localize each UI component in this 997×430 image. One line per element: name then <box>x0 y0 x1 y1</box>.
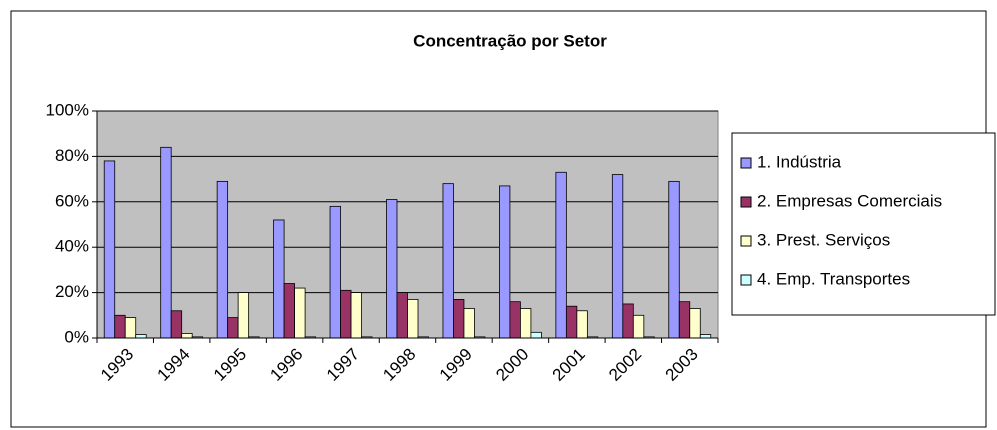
chart-title: Concentração por Setor <box>413 31 607 50</box>
bar <box>396 292 408 339</box>
bar <box>283 283 295 339</box>
bar <box>114 314 126 339</box>
bar <box>611 174 624 339</box>
bar <box>576 310 588 339</box>
legend-swatch <box>740 196 752 208</box>
bar <box>237 292 250 339</box>
y-tick-label: 20% <box>55 282 89 301</box>
y-tick-label: 40% <box>55 237 89 256</box>
legend-swatch <box>740 235 752 247</box>
bar <box>135 334 147 339</box>
bar <box>294 287 306 339</box>
legend-box <box>731 132 996 316</box>
legend-label: 4. Emp. Transportes <box>757 269 910 288</box>
bar <box>340 289 352 339</box>
bar <box>689 308 701 339</box>
legend-swatch <box>740 157 752 169</box>
bar <box>407 299 419 339</box>
bar <box>668 180 680 339</box>
bar <box>181 333 193 339</box>
y-tick-label: 100% <box>46 100 89 119</box>
bar <box>463 308 475 339</box>
y-tick-label: 0% <box>64 327 89 346</box>
y-tick-label: 60% <box>55 191 89 210</box>
bar <box>386 199 398 339</box>
bar <box>160 146 172 339</box>
bar <box>227 317 239 339</box>
bar <box>622 303 634 339</box>
legend-label: 2. Empresas Comerciais <box>757 191 942 210</box>
legend-label: 3. Prest. Serviços <box>757 230 890 249</box>
bar <box>124 317 137 339</box>
bar <box>103 160 116 339</box>
bar <box>530 331 542 339</box>
bar <box>442 183 454 339</box>
bar <box>632 314 645 339</box>
bar <box>329 205 341 339</box>
bar <box>509 301 521 339</box>
bar <box>216 180 229 339</box>
legend-label: 1. Indústria <box>757 152 842 171</box>
bar <box>350 292 362 339</box>
bar <box>565 305 578 339</box>
y-tick-label: 80% <box>55 146 89 165</box>
bar <box>453 299 465 339</box>
legend-swatch <box>740 274 752 286</box>
bar <box>678 301 691 339</box>
bar <box>555 171 567 339</box>
bar <box>273 219 285 339</box>
bar <box>699 334 712 339</box>
bar <box>499 185 511 339</box>
bar <box>170 310 183 339</box>
bar <box>520 308 532 339</box>
